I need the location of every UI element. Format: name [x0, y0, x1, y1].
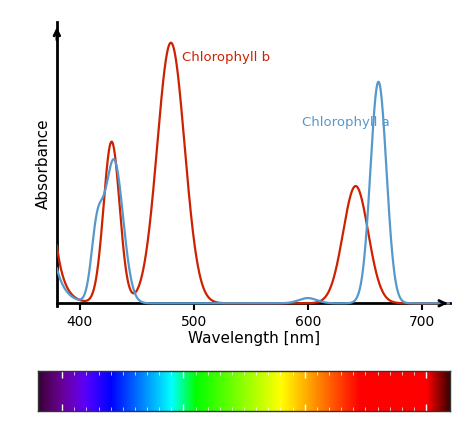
Text: Chlorophyll b: Chlorophyll b: [182, 51, 271, 63]
Text: Chlorophyll a: Chlorophyll a: [302, 116, 390, 128]
Text: Wavelength [nm]: Wavelength [nm]: [188, 331, 319, 346]
Y-axis label: Absorbance: Absorbance: [36, 118, 51, 209]
